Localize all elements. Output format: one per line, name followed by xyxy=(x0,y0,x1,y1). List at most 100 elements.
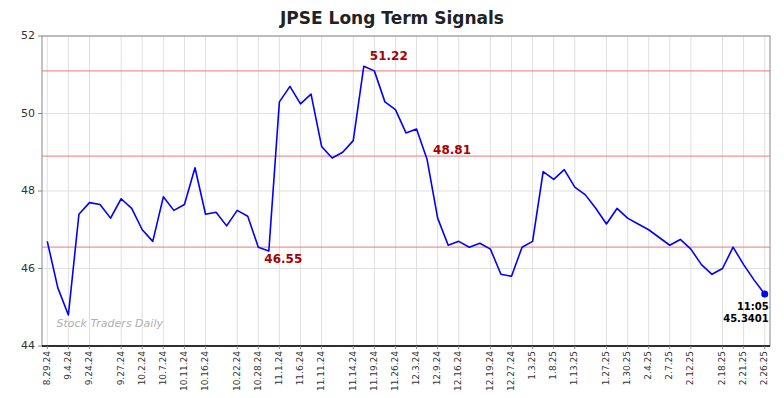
annotation-line: 11:05 xyxy=(737,301,769,312)
x-tick-label: 2.4.25 xyxy=(643,351,653,380)
x-tick xyxy=(669,346,670,349)
y-tick-label: 52 xyxy=(21,29,35,42)
grid-line xyxy=(511,36,512,346)
x-tick-label: 12.9.24 xyxy=(432,351,442,386)
x-tick-label: 12.3.24 xyxy=(411,351,421,386)
chart: Stock Traders Daily44464850528.29.249.4.… xyxy=(0,0,784,398)
y-tick-label: 44 xyxy=(21,339,35,352)
annotation-line: 48.81 xyxy=(433,143,471,157)
annotations: 51.22 48.81 46.55 11:0545.3401 xyxy=(264,49,768,324)
x-tick-label: 1.30.25 xyxy=(622,351,632,385)
grid-line xyxy=(279,36,280,346)
y-tick xyxy=(38,346,42,347)
x-tick xyxy=(722,346,723,349)
y-tick-label: 46 xyxy=(21,262,35,275)
x-tick xyxy=(68,346,69,349)
grid-line xyxy=(437,36,438,346)
x-tick xyxy=(553,346,554,349)
grid-line xyxy=(606,36,607,346)
x-tick xyxy=(89,346,90,349)
annotation-line: 45.3401 xyxy=(723,313,769,324)
x-tick xyxy=(690,346,691,349)
x-tick-label: 2.21.25 xyxy=(738,351,748,385)
x-tick-label: 10.2.24 xyxy=(137,351,147,386)
signal-line xyxy=(42,155,770,156)
x-tick-label: 2.12.25 xyxy=(685,351,695,385)
grid-line xyxy=(553,36,554,346)
grid-line xyxy=(142,36,143,346)
annotation: 46.55 xyxy=(264,252,302,266)
price-line xyxy=(47,66,764,315)
grid-line xyxy=(42,268,770,269)
x-tick-label: 1.27.25 xyxy=(601,351,611,385)
y-tick xyxy=(38,113,42,114)
x-tick xyxy=(574,346,575,349)
grid-line xyxy=(121,36,122,346)
grid-line xyxy=(669,36,670,346)
x-tick xyxy=(743,346,744,349)
grid-line xyxy=(458,36,459,346)
x-tick xyxy=(205,346,206,349)
grid-line xyxy=(258,36,259,346)
x-tick-label: 11.19.24 xyxy=(369,351,379,391)
x-tick-label: 10.7.24 xyxy=(158,351,168,386)
grid-line xyxy=(574,36,575,346)
x-tick-label: 1.8.25 xyxy=(548,351,558,380)
grid-line xyxy=(300,36,301,346)
grid-line xyxy=(532,36,533,346)
x-tick xyxy=(416,346,417,349)
y-tick-label: 50 xyxy=(21,107,35,120)
y-axis: 44 46 48 50 52 xyxy=(21,29,42,352)
x-tick-label: 1.13.25 xyxy=(569,351,579,385)
x-tick xyxy=(237,346,238,349)
x-tick-label: 10.11.24 xyxy=(179,351,189,391)
annotation-line: 51.22 xyxy=(370,49,408,63)
x-tick xyxy=(47,346,48,349)
x-tick-label: 1.3.25 xyxy=(527,351,537,380)
annotation: 51.22 xyxy=(370,49,408,63)
x-tick xyxy=(511,346,512,349)
x-tick-label: 10.16.24 xyxy=(200,351,210,391)
grid-line xyxy=(764,36,765,346)
x-tick-label: 10.22.24 xyxy=(232,351,242,391)
x-tick-label: 10.28.24 xyxy=(253,351,263,391)
x-tick-label: 11.6.24 xyxy=(295,351,305,386)
title: JPSE Long Term Signals xyxy=(279,8,504,28)
grid-line xyxy=(627,36,628,346)
y-tick xyxy=(38,36,42,37)
x-tick-label: 8.29.24 xyxy=(42,351,52,386)
grid-line xyxy=(416,36,417,346)
plot-area xyxy=(42,66,770,315)
y-tick-label: 48 xyxy=(21,184,35,197)
grid-line xyxy=(353,36,354,346)
end-point xyxy=(761,291,768,298)
annotation-line: 46.55 xyxy=(264,252,302,266)
x-tick xyxy=(395,346,396,349)
y-tick xyxy=(38,268,42,269)
signal-line xyxy=(42,247,770,248)
x-tick xyxy=(374,346,375,349)
x-tick-label: 9.27.24 xyxy=(116,351,126,386)
end-annotation: 11:0545.3401 xyxy=(723,301,769,324)
x-tick-label: 11.14.24 xyxy=(348,351,358,391)
watermark: Stock Traders Daily xyxy=(57,317,164,330)
grid-line xyxy=(163,36,164,346)
grid-line xyxy=(205,36,206,346)
signal-line xyxy=(42,70,770,71)
plot-frame xyxy=(42,36,770,346)
grid-line xyxy=(42,113,770,114)
x-tick xyxy=(121,346,122,349)
x-tick xyxy=(184,346,185,349)
x-tick xyxy=(458,346,459,349)
x-tick xyxy=(321,346,322,349)
x-tick-label: 12.27.24 xyxy=(506,351,516,391)
x-axis: 8.29.249.4.249.24.249.27.2410.2.2410.7.2… xyxy=(42,346,769,391)
x-tick-label: 2.26.25 xyxy=(759,351,769,385)
grid-line xyxy=(722,36,723,346)
x-tick xyxy=(437,346,438,349)
grid-line xyxy=(42,191,770,192)
x-tick xyxy=(142,346,143,349)
x-tick xyxy=(532,346,533,349)
annotation: 48.81 xyxy=(433,143,471,157)
x-tick xyxy=(606,346,607,349)
